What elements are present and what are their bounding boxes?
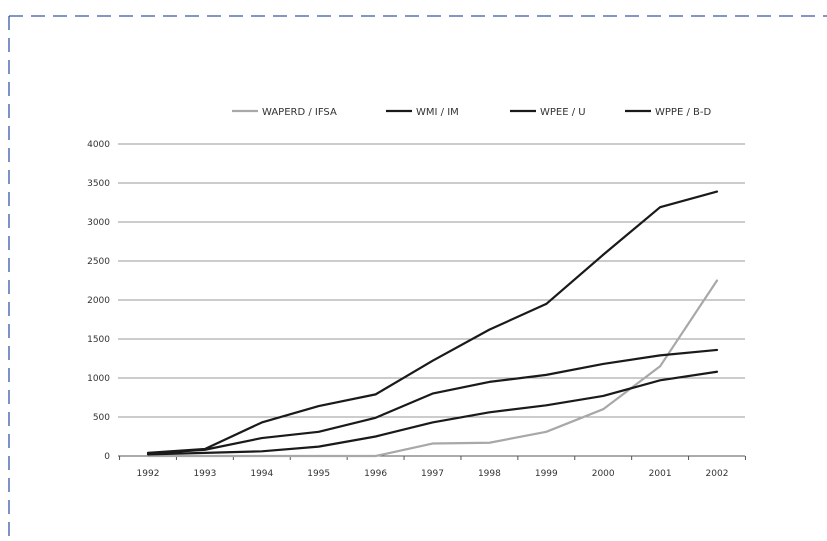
y-tick-label: 4000: [87, 140, 110, 150]
series-lines: [146, 190, 719, 458]
x-tick-label: 2000: [592, 469, 615, 479]
x-tick-label: 1998: [478, 469, 501, 479]
x-tick-label: 1992: [137, 469, 160, 479]
legend-label: WPEE / U: [540, 107, 586, 118]
y-tick-label: 0: [104, 452, 110, 462]
y-axis-ticks: 0 500 1000 1500 2000 2500 3000 3500 4000: [87, 140, 110, 462]
y-tick-label: 3500: [87, 179, 110, 189]
series-line-2: [146, 348, 719, 455]
legend-label: WAPERD / IFSA: [262, 107, 337, 118]
x-tick-label: 1993: [193, 469, 216, 479]
y-tick-label: 1000: [87, 374, 110, 384]
x-tick-label: 1995: [307, 469, 330, 479]
x-tick-label: 2002: [706, 469, 729, 479]
y-tick-label: 1500: [87, 335, 110, 345]
y-tick-label: 500: [93, 413, 110, 423]
x-tick-label: 1999: [535, 469, 558, 479]
x-tick-label: 2001: [649, 469, 672, 479]
gridlines: [118, 143, 745, 457]
x-tick-label: 1997: [421, 469, 444, 479]
x-tick-label: 1994: [250, 469, 273, 479]
legend-label: WPPE / B-D: [655, 107, 711, 118]
legend-label: WMI / IM: [416, 107, 459, 118]
series-line-0: [146, 279, 719, 458]
series-line-3: [146, 370, 719, 456]
y-tick-label: 3000: [87, 218, 110, 228]
legend: WAPERD / IFSA WMI / IM WPEE / U WPPE / B-D: [232, 107, 711, 118]
series-line-1: [146, 190, 719, 454]
y-tick-label: 2500: [87, 257, 110, 267]
x-axis-ticks: 1992 1993 1994 1995 1996 1997 1998 1999 2000 2001…: [119, 456, 746, 479]
x-tick-label: 1996: [364, 469, 387, 479]
y-tick-label: 2000: [87, 296, 110, 306]
